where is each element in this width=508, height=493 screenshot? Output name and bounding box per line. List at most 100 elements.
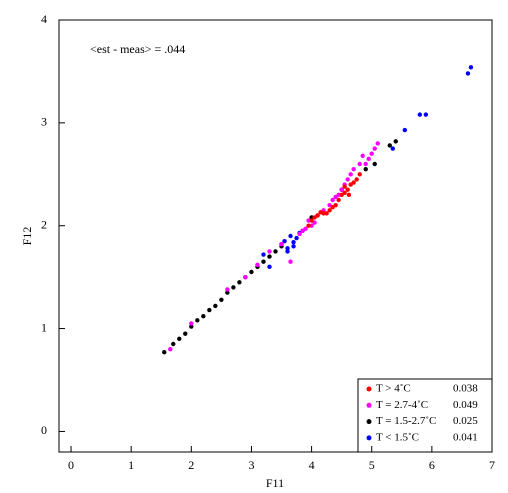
point — [387, 143, 392, 148]
point — [327, 208, 332, 213]
plot-frame — [58, 19, 493, 453]
point — [261, 252, 266, 257]
y-tick-label: 2 — [41, 217, 47, 231]
legend-stat: 0.049 — [453, 399, 478, 411]
point — [309, 218, 314, 223]
point — [294, 235, 299, 241]
point — [468, 65, 474, 70]
point — [339, 187, 344, 192]
point — [279, 242, 284, 247]
point — [342, 184, 347, 189]
point — [162, 350, 167, 355]
point — [189, 324, 194, 329]
point — [255, 262, 260, 267]
legend-stat: 0.038 — [453, 383, 478, 395]
point — [282, 238, 287, 244]
point — [351, 180, 356, 185]
point — [201, 314, 206, 319]
legend-marker — [366, 402, 372, 408]
point — [303, 226, 308, 231]
point — [168, 346, 173, 352]
point — [366, 156, 371, 162]
x-tick-label: 1 — [128, 458, 134, 472]
legend-label: T > 4˚C — [376, 383, 411, 395]
y-tick-label: 1 — [41, 320, 47, 334]
y-tick-label: 4 — [41, 12, 47, 26]
point — [372, 146, 377, 151]
point — [330, 205, 335, 210]
x-tick-label: 4 — [309, 458, 315, 472]
point — [351, 166, 356, 172]
legend-stat: 0.041 — [453, 431, 478, 443]
point — [195, 318, 200, 323]
x-tick-label: 3 — [248, 458, 254, 472]
point — [225, 287, 230, 292]
point — [346, 192, 352, 198]
point — [288, 233, 293, 239]
point — [363, 166, 368, 172]
x-tick-label: 0 — [68, 458, 74, 472]
point — [390, 146, 395, 151]
point — [372, 161, 377, 167]
point — [213, 303, 218, 309]
point — [309, 215, 314, 220]
point — [285, 246, 290, 251]
point — [402, 127, 407, 133]
point — [336, 192, 341, 198]
legend-label: T = 2.7-4˚C — [376, 399, 428, 411]
point — [183, 331, 188, 336]
legend-label: T = 1.5-2.7˚C — [376, 415, 436, 427]
y-tick-label: 0 — [41, 423, 47, 437]
point — [357, 172, 362, 177]
point — [354, 177, 359, 182]
point — [360, 153, 365, 158]
point — [330, 197, 335, 203]
y-axis-label: F12 — [20, 227, 34, 246]
legend-marker — [366, 435, 372, 441]
point — [465, 71, 471, 76]
point — [249, 269, 254, 275]
x-axis-label: F11 — [266, 476, 284, 490]
point — [171, 341, 176, 347]
point — [237, 280, 242, 285]
point — [345, 177, 350, 182]
point — [375, 141, 380, 146]
x-tick-label: 6 — [429, 458, 435, 472]
point — [261, 259, 266, 264]
x-tick-label: 5 — [369, 458, 375, 472]
point — [267, 249, 272, 254]
point — [177, 336, 182, 342]
point — [189, 321, 194, 326]
point — [207, 307, 212, 313]
legend-marker — [366, 419, 372, 425]
point — [357, 161, 362, 167]
point — [306, 218, 311, 223]
point — [231, 285, 236, 290]
point — [363, 161, 368, 167]
x-tick-label: 7 — [489, 458, 495, 472]
point — [291, 244, 296, 249]
point — [306, 223, 311, 228]
legend-box — [357, 378, 493, 453]
point — [267, 254, 272, 259]
legend-stat: 0.025 — [453, 415, 478, 427]
legend-label: T < 1.5˚C — [376, 431, 419, 443]
y-tick-label: 3 — [41, 115, 47, 129]
point — [285, 249, 290, 254]
point — [342, 190, 347, 195]
point — [288, 259, 293, 264]
point — [336, 197, 341, 203]
point — [243, 274, 248, 280]
point — [315, 213, 320, 218]
point — [345, 187, 350, 192]
point — [225, 290, 230, 295]
point — [219, 297, 224, 302]
point — [291, 239, 296, 245]
point — [321, 211, 326, 216]
point — [324, 211, 329, 216]
point — [267, 264, 272, 270]
point — [309, 223, 314, 228]
point — [369, 151, 374, 156]
legend-marker — [366, 386, 372, 392]
